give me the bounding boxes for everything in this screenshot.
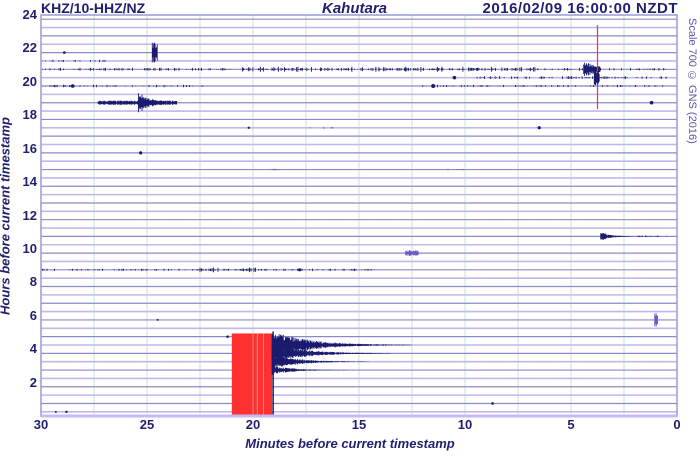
y-tick-label: 18 (22, 107, 37, 123)
y-tick-label: 6 (29, 307, 37, 323)
x-axis-label: Minutes before current timestamp (245, 436, 455, 451)
scale-copyright-note: Scale 700 © GNS (2016) (686, 18, 698, 144)
y-tick-label: 12 (22, 207, 37, 223)
y-tick-label: 8 (29, 274, 37, 290)
y-tick-label: 14 (22, 174, 37, 190)
x-tick-label: 0 (673, 417, 681, 432)
y-tick-label: 2 (29, 374, 37, 390)
station-code: KHZ/10-HHZ/NZ (41, 0, 146, 16)
y-tick-label: 22 (22, 40, 37, 56)
y-tick-label: 4 (29, 341, 37, 357)
x-tick-label: 15 (351, 417, 367, 432)
x-tick-label: 20 (245, 417, 261, 432)
x-tick-label: 25 (139, 417, 155, 432)
timestamp: 2016/02/09 16:00:00 NZDT (482, 0, 678, 17)
x-tick-label: 30 (33, 417, 49, 432)
x-tick-label: 5 (567, 417, 575, 432)
x-tick-label: 10 (457, 417, 473, 432)
y-tick-label: 10 (22, 240, 37, 256)
y-tick-label: 16 (22, 140, 37, 156)
y-tick-label: 20 (22, 73, 37, 89)
y-tick-label: 24 (22, 7, 37, 22)
site-name: Kahutara (322, 0, 388, 17)
